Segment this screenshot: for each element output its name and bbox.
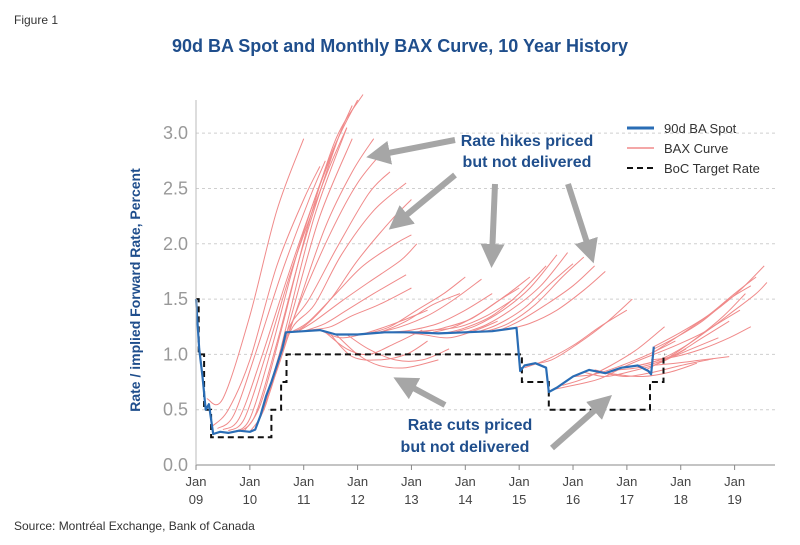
- axes: [195, 100, 775, 466]
- arrow-cuts-1: [393, 377, 447, 408]
- x-tick-top-1: Jan: [239, 474, 260, 489]
- series-90d-ba-spot: [194, 299, 655, 436]
- bax-curve-28: [400, 320, 498, 339]
- x-tick-bottom-0: 09: [189, 492, 203, 507]
- x-tick-bottom-2: 11: [297, 492, 311, 507]
- bax-curve-5: [233, 99, 359, 433]
- bax-curve-35: [475, 263, 574, 333]
- x-tick-bottom-9: 15: [512, 492, 526, 507]
- annotation-hikes-line1: Rate hikes priced: [461, 133, 594, 150]
- y-tick-1: 0.5: [163, 400, 188, 420]
- x-tick-bottom-12: 17: [620, 492, 634, 507]
- annotation-hikes-line2: but not delivered: [463, 154, 592, 171]
- bax-curve-15: [292, 234, 412, 332]
- annotation-arrows: [366, 137, 612, 451]
- bax-curve-18: [309, 287, 412, 331]
- bax-curve-54: [651, 356, 730, 366]
- bax-curve-11: [265, 149, 385, 399]
- y-tick-labels: 0.0 0.5 1.0 1.5 2.0 2.5 3.0: [163, 123, 188, 475]
- bax-curve-24: [357, 293, 461, 335]
- arrow-hikes-4: [565, 183, 598, 264]
- bax-curve-34: [465, 252, 568, 333]
- x-tick-top-0: Jan: [186, 474, 207, 489]
- x-tick-top-7: Jan: [455, 474, 476, 489]
- annotation-hikes: Rate hikes priced but not delivered: [461, 133, 594, 171]
- bax-curve-22: [335, 334, 439, 369]
- y-tick-5: 2.5: [163, 178, 188, 198]
- bax-curve-52: [653, 285, 752, 350]
- x-tick-top-3: Jan: [347, 474, 368, 489]
- bax-curve-0: [206, 138, 305, 406]
- bax-curve-53: [651, 326, 752, 361]
- annotation-cuts-line2: but not delivered: [401, 439, 530, 456]
- series-lines: [194, 298, 665, 439]
- bax-curve-25: [368, 276, 466, 334]
- bax-curve-37: [497, 265, 595, 332]
- x-tick-top-10: Jan: [563, 474, 584, 489]
- bax-curve-32: [443, 265, 547, 334]
- x-tick-top-5: Jan: [401, 474, 422, 489]
- x-tick-bottom-14: 18: [674, 492, 688, 507]
- arrow-hikes-1: [366, 137, 456, 165]
- bax-curve-31: [432, 276, 531, 333]
- legend-label-target: BoC Target Rate: [664, 161, 760, 176]
- x-tick-bottom-1: 10: [243, 492, 257, 507]
- bax-curve-38: [508, 271, 606, 330]
- bax-curve-16: [298, 243, 418, 332]
- bax-curve-46: [605, 358, 714, 378]
- bax-curve-26: [378, 278, 482, 333]
- bax-curve-50: [645, 293, 746, 371]
- arrow-hikes-2: [388, 172, 457, 230]
- y-tick-4: 2.0: [163, 234, 188, 254]
- arrow-hikes-3: [480, 183, 505, 268]
- arrow-cuts-2: [550, 395, 612, 451]
- bax-curve-55: [653, 282, 768, 355]
- bax-curve-27: [389, 293, 493, 333]
- bax-curve-29: [411, 298, 515, 333]
- bax-curve-17: [303, 274, 407, 332]
- x-tick-bottom-16: 19: [727, 492, 741, 507]
- x-tick-top-13: Jan: [670, 474, 691, 489]
- y-axis-label: Rate / implied Forward Rate, Percent: [127, 168, 143, 412]
- legend-label-spot: 90d BA Spot: [664, 121, 737, 136]
- y-tick-2: 1.0: [163, 344, 188, 364]
- y-tick-6: 3.0: [163, 123, 188, 143]
- x-tick-labels: Jan 09 Jan 10 Jan 11 Jan 12 Jan 13 Jan 14 Jan 15 Jan 16…: [186, 465, 745, 507]
- bax-curve-41: [551, 353, 654, 391]
- bax-curve-1: [211, 166, 321, 427]
- x-tick-bottom-6: 13: [404, 492, 418, 507]
- annotation-cuts: Rate cuts priced but not delivered: [401, 417, 533, 456]
- legend: 90d BA Spot BAX Curve BoC Target Rate: [627, 121, 760, 176]
- bax-curve-36: [486, 256, 585, 332]
- bax-curve-7: [244, 94, 364, 431]
- x-tick-bottom-8: 14: [458, 492, 472, 507]
- bax-curves: [206, 94, 768, 433]
- chart-title: 90d BA Spot and Monthly BAX Curve, 10 Ye…: [171, 36, 629, 56]
- bax-curve-10: [260, 138, 375, 416]
- y-tick-3: 1.5: [163, 289, 188, 309]
- bax-curve-21: [330, 334, 428, 361]
- x-tick-top-9: Jan: [509, 474, 530, 489]
- bax-curve-42: [562, 326, 665, 386]
- x-tick-bottom-11: 16: [566, 492, 580, 507]
- bax-curve-23: [346, 334, 450, 362]
- x-tick-bottom-4: 12: [350, 492, 364, 507]
- x-tick-top-15: Jan: [724, 474, 745, 489]
- bax-curve-4: [228, 127, 348, 432]
- bax-curve-40: [529, 298, 633, 365]
- bax-curve-13: [276, 182, 407, 366]
- source-note: Source: Montréal Exchange, Bank of Canad…: [14, 519, 255, 533]
- x-tick-top-2: Jan: [293, 474, 314, 489]
- bax-curve-33: [454, 254, 558, 333]
- annotation-cuts-line1: Rate cuts priced: [408, 417, 532, 434]
- y-tick-0: 0.0: [163, 455, 188, 475]
- x-tick-top-12: Jan: [616, 474, 637, 489]
- bax-curve-56: [653, 265, 765, 353]
- legend-label-bax: BAX Curve: [664, 141, 728, 156]
- bax-curve-2: [217, 160, 326, 429]
- figure-label: Figure 1: [14, 13, 59, 27]
- bax-curve-19: [319, 309, 428, 339]
- bax-curve-9: [254, 138, 353, 430]
